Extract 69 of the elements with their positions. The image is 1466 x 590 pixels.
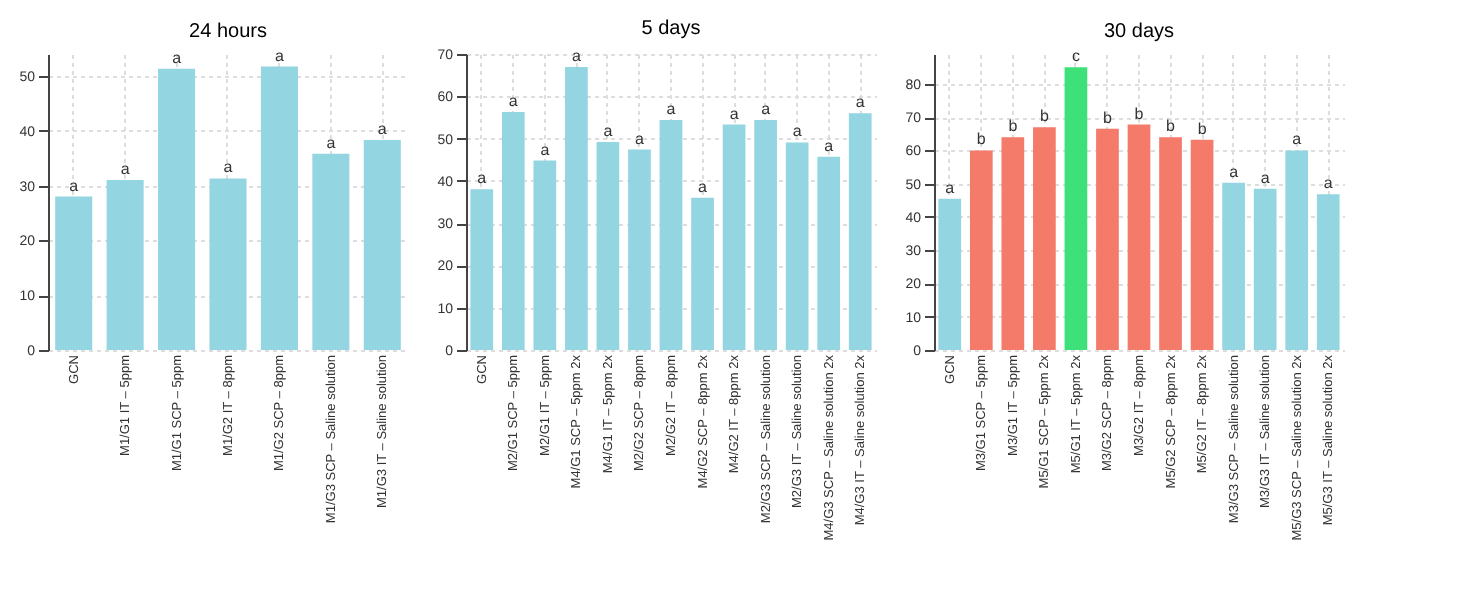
annotation: a [1229, 162, 1240, 181]
annotation: a [1292, 130, 1303, 149]
bar [565, 67, 588, 350]
bar [260, 66, 298, 350]
bar [501, 111, 525, 350]
bar [691, 197, 714, 350]
bar [938, 198, 962, 350]
bar [969, 150, 993, 350]
annotation: b [1166, 117, 1177, 136]
annotation: a [729, 104, 740, 123]
bar [722, 124, 746, 350]
annotation: a [69, 176, 80, 195]
bar [785, 142, 809, 350]
annotation: a [172, 48, 183, 67]
bar [1001, 137, 1025, 350]
annotation: a [1260, 168, 1271, 187]
annotation: a [120, 160, 131, 179]
bar [1190, 139, 1214, 350]
bar [628, 149, 651, 350]
annotation: a [571, 47, 582, 66]
annotation: a [666, 99, 677, 118]
bar [1285, 150, 1309, 350]
bar [1033, 127, 1056, 350]
bar [470, 189, 494, 350]
annotation: a [223, 158, 234, 177]
annotation: c [1071, 47, 1080, 66]
annotation: a [477, 169, 488, 188]
bar [1127, 124, 1151, 350]
chart-title: 24 hours [189, 20, 267, 43]
bar [1316, 194, 1340, 350]
bar [596, 141, 620, 350]
annotation: a [377, 120, 388, 139]
bar [312, 153, 350, 350]
annotation: b [976, 130, 987, 149]
chart-title: 30 days [1103, 21, 1175, 44]
annotation: a [635, 129, 646, 148]
annotation: b [1008, 117, 1019, 136]
annotation: a [274, 46, 285, 65]
annotation: b [1039, 107, 1050, 126]
bar [817, 156, 841, 350]
annotation: a [540, 140, 551, 159]
annotation: a [824, 136, 835, 155]
annotation: a [792, 122, 803, 141]
bar [848, 113, 872, 350]
annotation: a [698, 177, 709, 196]
bar [754, 119, 777, 350]
annotation: a [855, 93, 866, 112]
bar [106, 180, 144, 350]
bar [1253, 188, 1277, 350]
annotation: a [761, 99, 772, 118]
annotation: a [1323, 174, 1334, 193]
bar [158, 68, 196, 350]
annotation: a [508, 91, 519, 110]
bar [1064, 67, 1088, 350]
bar [363, 140, 401, 350]
annotation: a [326, 133, 337, 152]
chart-title: 5 days [641, 18, 701, 40]
bar [659, 119, 683, 350]
annotation: b [1134, 104, 1145, 123]
bar [1159, 137, 1182, 350]
annotation: a [603, 121, 614, 140]
bar [55, 196, 93, 350]
bar [1222, 182, 1245, 350]
bar [209, 178, 247, 350]
bar [1096, 128, 1119, 350]
annotation: b [1197, 119, 1208, 138]
annotation: a [945, 178, 956, 197]
annotation: b [1103, 108, 1114, 127]
bar [533, 160, 557, 350]
